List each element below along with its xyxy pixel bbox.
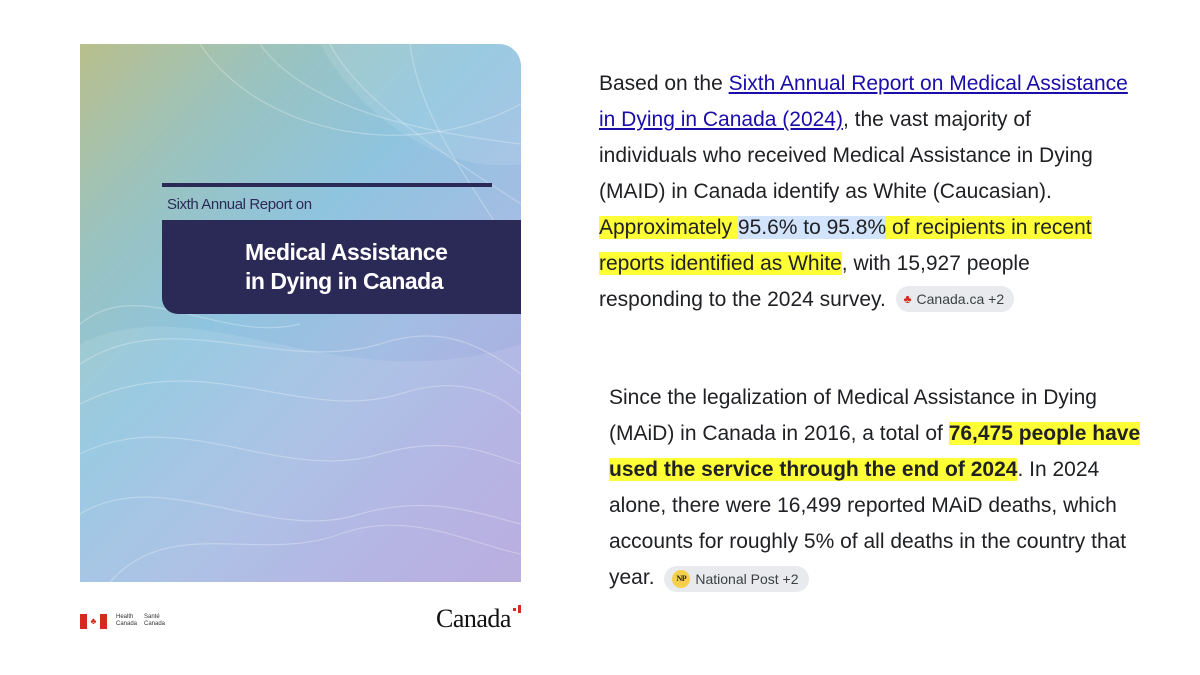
p2-text-1: Since the legalization of Medical Assist… — [609, 386, 1097, 445]
answer-paragraph-1: Based on the Sixth Annual Report on Medi… — [599, 66, 1129, 318]
health-canada-en: Health Canada — [116, 614, 138, 627]
canada-wordmark: Canada — [436, 604, 511, 633]
source-chip-label: National Post +2 — [695, 571, 799, 587]
p1-highlight-1: Approximately — [599, 216, 738, 239]
cover-kicker: Sixth Annual Report on — [167, 196, 312, 213]
cover-wave-pattern — [80, 44, 521, 582]
sante-canada-fr: Santé Canada — [144, 614, 166, 627]
canada-flag-icon: ♣ — [80, 613, 107, 629]
answer-paragraph-2: Since the legalization of Medical Assist… — [609, 380, 1144, 596]
health-canada-logo: ♣ Health Canada Santé Canada — [80, 612, 168, 630]
p1-text-1: Based on the — [599, 72, 729, 95]
p2-text-2: . In 2024 alone, there were 16,499 repor… — [609, 458, 1127, 589]
maple-leaf-icon: ♣ — [903, 292, 912, 306]
p1-text-3: , with 15,927 people responding to the 2… — [599, 252, 1030, 311]
cover-divider — [162, 183, 492, 187]
source-chip-label: Canada.ca +2 — [916, 291, 1005, 307]
wordmark-flag-icon — [511, 605, 521, 613]
p1-highlight-percentage: 95.6% to 95.8% — [737, 216, 887, 239]
source-chip-canada-ca[interactable]: ♣ Canada.ca +2 — [895, 286, 1015, 312]
cover-title-line2: in Dying in Canada — [245, 268, 444, 294]
cover-title-panel: Medical Assistance in Dying in Canada — [162, 220, 521, 314]
report-link[interactable]: Sixth Annual Report on Medical Assistanc… — [599, 72, 1128, 131]
p1-text-2: , the vast majority of individuals who r… — [599, 108, 1093, 203]
cover-title-line1: Medical Assistance — [245, 239, 448, 265]
report-cover-image: Sixth Annual Report on Medical Assistanc… — [80, 44, 521, 582]
cover-title: Medical Assistance in Dying in Canada — [245, 238, 515, 296]
source-chip-national-post[interactable]: NP National Post +2 — [664, 566, 809, 592]
national-post-icon: NP — [672, 570, 691, 588]
